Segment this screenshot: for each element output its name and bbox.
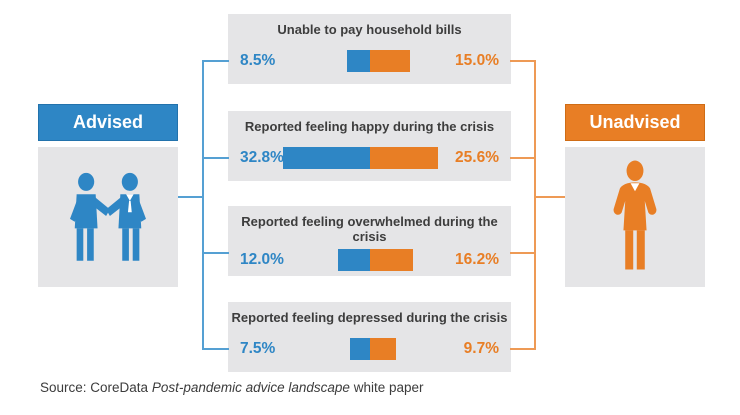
unadvised-stub-line-1: [510, 60, 536, 62]
unadvised-bar-segment: [369, 49, 410, 72]
advised-bar-segment: [282, 146, 370, 169]
advised-value-label: 12.0%: [240, 251, 284, 269]
metric-title: Reported feeling happy during the crisis: [244, 119, 495, 134]
source-prefix: Source: CoreData: [40, 380, 152, 395]
unadvised-vertical-connector-line: [534, 60, 536, 350]
unadvised-icon-box: [565, 147, 705, 287]
advised-value-label: 8.5%: [240, 51, 276, 69]
source-note: Source: CoreData Post-pandemic advice la…: [40, 380, 423, 395]
advised-bar-segment: [337, 249, 370, 272]
unadvised-stub-line-4: [510, 348, 536, 350]
unadvised-stub-line-3: [510, 252, 536, 254]
advised-bar-segment: [349, 337, 370, 360]
advised-stub-line-4: [202, 348, 229, 350]
advised-main-connector-line: [178, 196, 204, 198]
advised-stub-line-3: [202, 252, 229, 254]
source-suffix: white paper: [349, 380, 424, 395]
advised-value-label: 7.5%: [240, 339, 276, 357]
metric-title: Unable to pay household bills: [277, 22, 462, 37]
metric-card-depressed: Reported feeling depressed during the cr…: [228, 302, 511, 372]
unadvised-value-label: 25.6%: [455, 148, 499, 166]
advised-icon-box: [38, 147, 178, 287]
metric-row: 12.0% 16.2%: [228, 245, 511, 276]
unadvised-bar-segment: [369, 337, 396, 360]
advised-value-label: 32.8%: [240, 148, 284, 166]
metric-card-overwhelmed: Reported feeling overwhelmed during the …: [228, 206, 511, 276]
advised-header: Advised: [38, 104, 178, 141]
unadvised-main-connector-line: [536, 196, 565, 198]
advised-stub-line-2: [202, 157, 229, 159]
businessman-icon: [613, 160, 657, 270]
unadvised-bar-segment: [369, 146, 438, 169]
metric-row: 8.5% 15.0%: [228, 38, 511, 84]
metric-card-happy: Reported feeling happy during the crisis…: [228, 111, 511, 181]
metric-row: 32.8% 25.6%: [228, 135, 511, 181]
unadvised-value-label: 15.0%: [455, 51, 499, 69]
advised-vertical-connector-line: [202, 60, 204, 350]
metric-title: Reported feeling overwhelmed during the …: [241, 214, 498, 244]
advised-bar-segment: [346, 49, 370, 72]
metric-card-bills: Unable to pay household bills 8.5% 15.0%: [228, 14, 511, 84]
advised-label: Advised: [72, 112, 144, 132]
unadvised-value-label: 9.7%: [463, 339, 499, 357]
source-title-italic: Post-pandemic advice landscape: [151, 380, 350, 395]
metric-row: 7.5% 9.7%: [228, 326, 511, 372]
unadvised-label: Unadvised: [589, 112, 681, 132]
metric-title: Reported feeling depressed during the cr…: [231, 310, 508, 325]
unadvised-bar-segment: [369, 249, 413, 272]
unadvised-value-label: 16.2%: [455, 251, 499, 269]
advised-stub-line-1: [202, 60, 229, 62]
unadvised-stub-line-2: [510, 157, 536, 159]
handshake-people-icon: [70, 172, 146, 261]
unadvised-header: Unadvised: [565, 104, 705, 141]
